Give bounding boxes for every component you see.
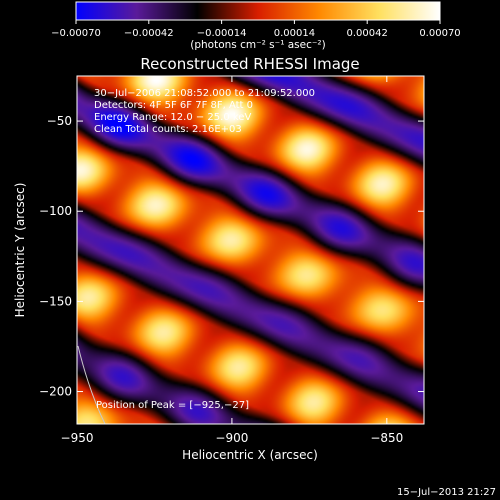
x-tick-label: −950 [61, 431, 94, 445]
x-axis-label: Heliocentric X (arcsec) [182, 448, 318, 462]
x-tick-label: −850 [370, 431, 403, 445]
annotation-line: Energy Range: 12.0 − 25.0 keV [94, 112, 251, 123]
annotation-line: 30−Jul−2006 21:08:52.000 to 21:09:52.000 [94, 88, 315, 99]
y-axis-label: Heliocentric Y (arcsec) [13, 183, 27, 318]
colorbar: −0.00070 −0.00042 −0.00014 0.00014 0.00042 0.… [51, 1, 461, 51]
solar-limb-arc [77, 345, 106, 424]
annotation-line: Detectors: 4F 5F 6F 7F 8F, Att 0 [94, 100, 253, 111]
peak-position-label: Position of Peak = [−925,−27] [96, 400, 249, 411]
y-tick-label: −200 [39, 385, 72, 399]
x-axis-ticks: −950−900−850−800 [61, 76, 403, 445]
annotations: 30−Jul−2006 21:08:52.000 to 21:09:52.000… [94, 88, 315, 135]
colorbar-bar [75, 1, 441, 21]
chart-title: Reconstructed RHESSI Image [140, 55, 359, 73]
x-tick-label: −900 [215, 431, 248, 445]
y-tick-label: −100 [39, 204, 72, 218]
plot-frame [76, 75, 425, 425]
colorbar-tick-label: 0.00070 [419, 28, 460, 39]
colorbar-unit-label: (photons cm⁻² s⁻¹ asec⁻²) [190, 39, 325, 51]
colorbar-tick-label: −0.00070 [51, 28, 101, 39]
colorbar-tick-label: 0.00042 [347, 28, 388, 39]
y-tick-label: −50 [47, 114, 72, 128]
heatmap-image [77, 76, 424, 424]
plot-area [77, 76, 424, 424]
colorbar-ticks: −0.00070 −0.00042 −0.00014 0.00014 0.00042 0.… [51, 20, 461, 39]
colorbar-tick-label: −0.00014 [197, 28, 247, 39]
colorbar-tick-label: −0.00042 [124, 28, 174, 39]
y-axis-ticks: −50 −100 −150 −200 [39, 114, 424, 399]
colorbar-tick-label: 0.00014 [274, 28, 315, 39]
timestamp: 15−Jul−2013 21:27 [397, 487, 496, 498]
y-tick-label: −150 [39, 294, 72, 308]
annotation-line: Clean Total counts: 2.16E+03 [94, 124, 242, 135]
